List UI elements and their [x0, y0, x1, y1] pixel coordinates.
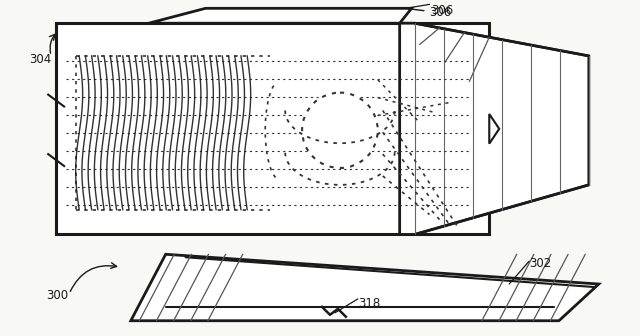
Polygon shape: [131, 254, 599, 321]
Text: 306: 306: [431, 4, 454, 17]
Text: 318: 318: [358, 297, 380, 310]
Circle shape: [302, 93, 378, 168]
Polygon shape: [489, 114, 499, 144]
Text: 306: 306: [408, 6, 452, 19]
Bar: [56, 23, 489, 235]
Text: 304: 304: [29, 53, 51, 66]
Text: 300: 300: [46, 289, 68, 302]
Polygon shape: [399, 23, 589, 235]
Text: 302: 302: [529, 257, 551, 270]
Polygon shape: [148, 8, 412, 23]
